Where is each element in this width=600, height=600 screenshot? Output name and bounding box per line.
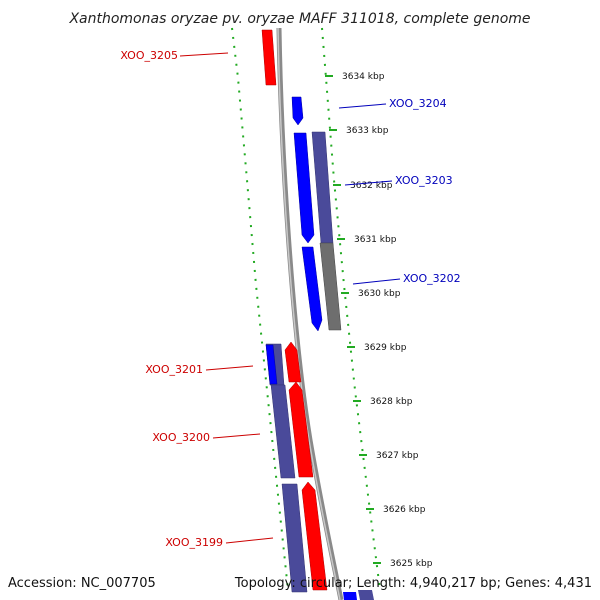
leader-xoo-3201 xyxy=(205,365,254,371)
map-title: Xanthomonas oryzae pv. oryzae MAFF 31101… xyxy=(68,11,530,27)
kbp-tick-label: 3630 kbp xyxy=(358,289,401,299)
gene-label-xoo-3199[interactable]: XOO_3199 xyxy=(165,536,223,549)
gene-label-xoo-3204[interactable]: XOO_3204 xyxy=(389,97,447,110)
gene-features xyxy=(261,29,374,600)
kbp-tick-label: 3629 kbp xyxy=(364,343,407,353)
gene-label-xoo-3200[interactable]: XOO_3200 xyxy=(152,431,210,444)
gene-partial-gray xyxy=(358,590,374,600)
gene-xoo-3204-arrow[interactable] xyxy=(291,96,304,126)
gene-label-xoo-3201[interactable]: XOO_3201 xyxy=(145,363,203,376)
inner-tick-rail xyxy=(231,27,289,591)
gene-label-xoo-3203[interactable]: XOO_3203 xyxy=(395,174,453,187)
kbp-tick-label: 3628 kbp xyxy=(370,397,413,407)
kbp-tick-label: 3626 kbp xyxy=(383,505,426,515)
gene-xoo-3203-arrow[interactable] xyxy=(293,132,315,244)
genome-backbone-highlight xyxy=(277,27,341,600)
kbp-tick-label: 3625 kbp xyxy=(390,559,433,569)
gene-partial-blue xyxy=(343,592,357,600)
outer-tick-rail xyxy=(321,27,381,591)
gene-xoo-3201-fwd-arrow[interactable] xyxy=(284,341,302,383)
gene-xoo-3203-hit xyxy=(311,131,334,244)
gene-xoo-3202-arrow[interactable] xyxy=(301,246,323,332)
leader-xoo-3199 xyxy=(225,537,274,544)
leader-xoo-3204 xyxy=(338,103,387,109)
tick-rails xyxy=(231,27,381,591)
summary-text: Topology: circular; Length: 4,940,217 bp… xyxy=(234,576,592,591)
accession-text: Accession: NC_007705 xyxy=(8,576,156,591)
gene-xoo-3205-arrow[interactable] xyxy=(261,29,277,86)
kbp-ticks: 3634 kbp 3633 kbp 3632 kbp 3631 kbp 3630… xyxy=(325,72,433,569)
gene-xoo-3202-hit xyxy=(319,242,342,331)
leader-xoo-3205 xyxy=(179,52,229,57)
leader-xoo-3200 xyxy=(212,433,261,439)
gene-xoo-3199-hit xyxy=(281,483,308,593)
kbp-tick-label: 3632 kbp xyxy=(350,181,393,191)
leader-xoo-3203 xyxy=(344,180,393,186)
genome-backbone xyxy=(276,27,344,600)
kbp-tick-label: 3631 kbp xyxy=(354,235,397,245)
gene-label-xoo-3202[interactable]: XOO_3202 xyxy=(403,272,461,285)
kbp-tick-label: 3633 kbp xyxy=(346,126,389,136)
kbp-tick-label: 3634 kbp xyxy=(342,72,385,82)
gene-label-xoo-3205[interactable]: XOO_3205 xyxy=(120,49,178,62)
gene-xoo-3201-arrow[interactable] xyxy=(265,344,278,385)
gene-xoo-3200-arrow[interactable] xyxy=(288,381,314,478)
leader-xoo-3202 xyxy=(352,278,401,285)
kbp-tick-label: 3627 kbp xyxy=(376,451,419,461)
gene-xoo-3200-hit xyxy=(270,384,296,479)
gene-xoo-3199-arrow[interactable] xyxy=(301,481,328,591)
gene-labels: XOO_3205 XOO_3204 XOO_3203 XOO_3202 XOO_… xyxy=(120,49,460,549)
